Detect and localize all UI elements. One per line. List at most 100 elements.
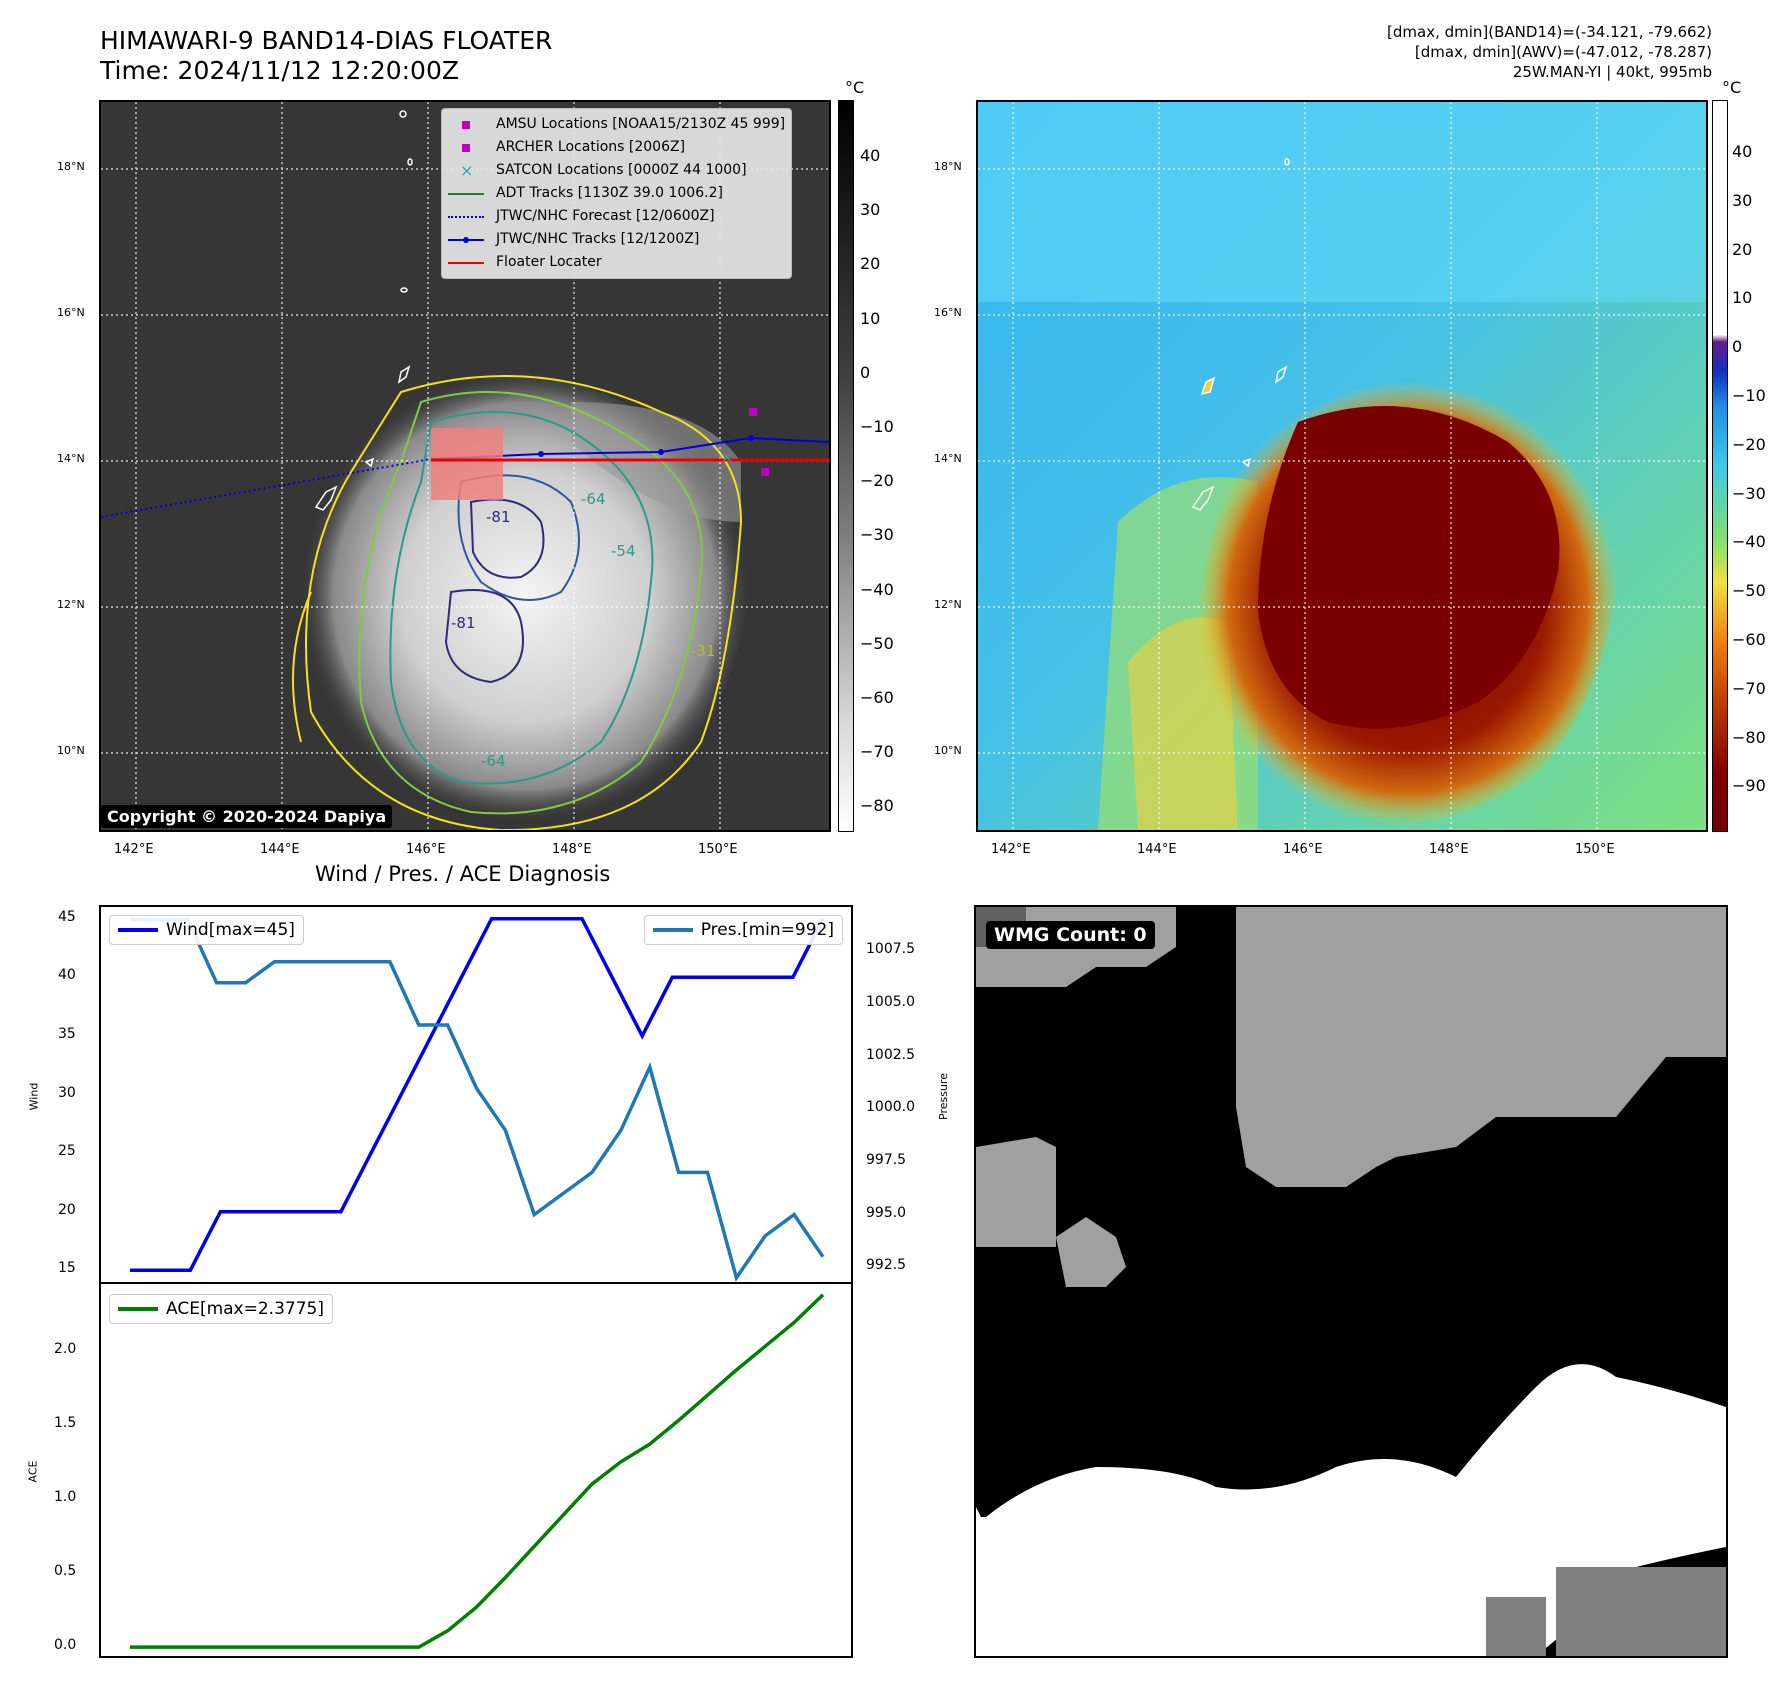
pressure-series-line	[130, 917, 825, 1282]
legend-item-satcon: × SATCON Locations [0000Z 44 1000]	[460, 160, 747, 180]
wind-tick: 40	[58, 967, 76, 984]
ir-map-panel: × AMSU Locations [NOAA15/2130Z 45 999] A…	[99, 100, 831, 832]
svg-text:×: ×	[721, 450, 733, 466]
legend-item-archer: ARCHER Locations [2006Z]	[448, 136, 785, 159]
wmg-panel: WMG Count: 0	[974, 905, 1728, 1658]
ace-panel: ACE[max=2.3775]	[99, 1282, 853, 1658]
pressure-axis-label: Pressure	[936, 1073, 950, 1120]
lon-label: 150°E	[698, 842, 738, 857]
lat-label: 18°N	[934, 160, 962, 173]
awv-map-panel	[976, 100, 1708, 832]
pressure-tick: 995.0	[866, 1204, 907, 1221]
pressure-tick: 1007.5	[866, 941, 915, 958]
contour-blue	[457, 474, 580, 601]
awv-colorbar-tick: 40	[1732, 142, 1753, 161]
storm-info: [dmax, dmin](BAND14)=(-34.121, -79.662) …	[1387, 22, 1712, 82]
lon-label: 144°E	[260, 842, 300, 857]
legend-item-tracks: JTWC/NHC Tracks [12/1200Z]	[448, 228, 785, 251]
wind-tick: 15	[58, 1260, 76, 1277]
info-awv: [dmax, dmin](AWV)=(-47.012, -78.287)	[1414, 43, 1712, 61]
ir-colorbar-tick: −40	[860, 579, 894, 599]
ir-colorbar-tick: −50	[860, 633, 894, 653]
awv-colorbar-tick: −20	[1732, 434, 1766, 454]
lon-label: 142°E	[991, 842, 1031, 857]
ir-colorbar-tick: −80	[860, 796, 894, 816]
legend-item-forecast: JTWC/NHC Forecast [12/0600Z]	[448, 205, 785, 228]
pressure-tick: 992.5	[866, 1257, 907, 1274]
lat-label: 16°N	[57, 306, 85, 319]
wind-tick: 20	[58, 1201, 76, 1218]
ace-legend: ACE[max=2.3775]	[109, 1294, 333, 1324]
awv-colorbar-tick: −80	[1732, 727, 1766, 747]
awv-colorbar-tick: 20	[1732, 239, 1753, 259]
lat-label: 12°N	[57, 598, 85, 611]
contour-label: -81	[486, 508, 511, 526]
ir-colorbar	[838, 100, 854, 832]
wind-legend: Wind[max=45]	[109, 915, 304, 945]
ace-axis-label: ACE	[26, 1460, 40, 1483]
awv-colorbar-unit: °C	[1722, 78, 1742, 97]
awv-colorbar-tick: 0	[1732, 337, 1743, 357]
contour-label: -64	[481, 752, 506, 770]
lon-label: 146°E	[406, 842, 446, 857]
awv-colorbar	[1712, 100, 1728, 832]
awv-colorbar-tick: −40	[1732, 532, 1766, 552]
lat-label: 16°N	[934, 306, 962, 319]
contour-purple-1	[469, 498, 545, 579]
lat-label: 10°N	[934, 744, 962, 757]
ace-tick: 2.0	[54, 1340, 77, 1357]
ir-colorbar-unit: °C	[845, 78, 865, 97]
wind-pressure-svg	[130, 916, 825, 1282]
awv-map-svg	[978, 102, 1706, 830]
legend-item-amsu: AMSU Locations [NOAA15/2130Z 45 999]	[448, 113, 785, 136]
ir-legend: AMSU Locations [NOAA15/2130Z 45 999] ARC…	[441, 108, 793, 279]
awv-colorbar-tick: −10	[1732, 386, 1766, 405]
forecast-track	[101, 458, 432, 518]
wind-pressure-panel: Wind[max=45] Pres.[min=992]	[99, 905, 853, 1284]
pressure-tick: 1000.0	[866, 1099, 915, 1116]
contour-green	[358, 391, 703, 815]
lat-label: 10°N	[57, 744, 85, 757]
ir-colorbar-tick: 10	[860, 308, 881, 328]
ir-colorbar-tick: −70	[860, 742, 894, 762]
wind-tick: 25	[58, 1143, 76, 1160]
wind-tick: 30	[58, 1084, 76, 1101]
wind-series-line	[130, 916, 825, 1273]
contour-purple-2	[444, 589, 524, 684]
ace-tick: 1.5	[54, 1414, 77, 1431]
info-storm: 25W.MAN-YI | 40kt, 995mb	[1512, 63, 1712, 81]
lat-label: 12°N	[934, 598, 962, 611]
wind-tick: 35	[58, 1025, 76, 1042]
pressure-tick: 1005.0	[866, 993, 915, 1010]
contour-label: -64	[581, 490, 606, 508]
legend-item-adt: ADT Tracks [1130Z 39.0 1006.2]	[448, 182, 785, 205]
ir-colorbar-tick: −60	[860, 688, 894, 707]
ace-tick: 1.0	[54, 1488, 77, 1505]
awv-colorbar-tick: 30	[1732, 190, 1753, 210]
lat-label: 14°N	[57, 452, 85, 465]
awv-colorbar-tick: −30	[1732, 483, 1766, 503]
ir-colorbar-tick: 40	[860, 146, 881, 165]
contour-label: -81	[451, 614, 476, 632]
ir-colorbar-tick: −10	[860, 417, 894, 436]
wmg-svg	[976, 907, 1726, 1656]
lat-label: 18°N	[57, 160, 85, 173]
lon-label: 148°E	[552, 842, 592, 857]
awv-colorbar-tick: −50	[1732, 581, 1766, 601]
title-line-2: Time: 2024/11/12 12:20:00Z	[100, 56, 459, 85]
awv-colorbar-tick: 10	[1732, 288, 1753, 308]
wind-axis-label: Wind	[27, 1082, 41, 1111]
lon-label: 146°E	[1283, 842, 1323, 857]
contour-label: -31	[691, 642, 716, 660]
ir-colorbar-tick: 0	[860, 362, 871, 382]
ir-colorbar-tick: −20	[860, 471, 894, 491]
ir-colorbar-tick: 20	[860, 254, 881, 274]
lon-label: 144°E	[1137, 842, 1177, 857]
pressure-tick: 997.5	[866, 1151, 907, 1168]
lat-label: 14°N	[934, 452, 962, 465]
wind-tick: 45	[58, 908, 76, 925]
lon-label: 142°E	[114, 842, 154, 857]
legend-item-floater: Floater Locater	[448, 251, 785, 274]
chart-title: HIMAWARI-9 BAND14-DIAS FLOATER Time: 202…	[100, 26, 552, 86]
awv-colorbar-tick: −70	[1732, 678, 1766, 698]
